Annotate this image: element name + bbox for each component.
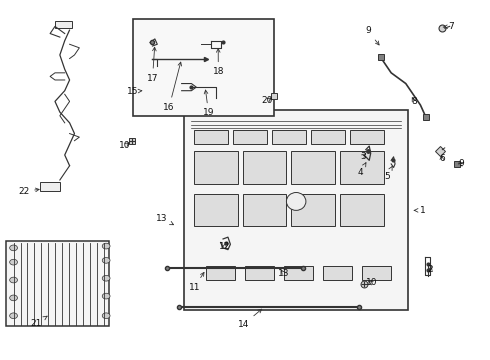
Text: 9: 9 xyxy=(459,159,464,168)
Circle shape xyxy=(10,313,18,319)
Text: 18: 18 xyxy=(213,49,224,76)
Bar xyxy=(291,194,335,226)
Circle shape xyxy=(102,275,110,281)
FancyBboxPatch shape xyxy=(6,241,109,327)
FancyBboxPatch shape xyxy=(133,19,274,116)
Circle shape xyxy=(102,313,110,319)
Text: 10: 10 xyxy=(366,278,377,287)
Bar xyxy=(194,130,228,144)
Bar xyxy=(243,152,287,184)
Bar xyxy=(194,194,238,226)
Text: 3: 3 xyxy=(360,152,366,161)
Text: 7: 7 xyxy=(443,22,454,31)
Circle shape xyxy=(10,259,18,265)
Text: 10: 10 xyxy=(119,141,130,150)
Text: 2: 2 xyxy=(428,265,433,274)
Text: 21: 21 xyxy=(30,316,47,328)
Text: 13: 13 xyxy=(155,214,173,225)
Circle shape xyxy=(10,277,18,283)
FancyBboxPatch shape xyxy=(184,111,408,310)
Bar xyxy=(340,152,384,184)
Bar xyxy=(311,130,345,144)
Circle shape xyxy=(102,257,110,263)
Text: 1: 1 xyxy=(415,206,426,215)
Text: 4: 4 xyxy=(357,163,366,177)
Text: 22: 22 xyxy=(18,187,39,196)
Text: 20: 20 xyxy=(261,96,273,105)
Text: 19: 19 xyxy=(203,90,214,117)
Circle shape xyxy=(102,293,110,299)
Bar xyxy=(340,194,384,226)
Bar xyxy=(245,266,274,280)
Text: 11: 11 xyxy=(189,273,204,292)
Text: 17: 17 xyxy=(147,47,158,83)
Bar xyxy=(233,130,267,144)
Bar xyxy=(55,21,72,28)
Text: 14: 14 xyxy=(238,309,262,329)
Bar xyxy=(206,266,235,280)
Circle shape xyxy=(102,243,110,249)
Text: 6: 6 xyxy=(439,154,444,163)
Bar xyxy=(291,152,335,184)
Text: 9: 9 xyxy=(365,26,379,45)
Text: 8: 8 xyxy=(411,97,417,106)
Text: 5: 5 xyxy=(384,166,392,181)
Bar xyxy=(272,130,306,144)
Ellipse shape xyxy=(287,193,306,210)
Text: 15: 15 xyxy=(127,87,142,96)
Circle shape xyxy=(10,295,18,301)
Circle shape xyxy=(10,245,18,251)
Text: 16: 16 xyxy=(163,62,182,112)
Bar xyxy=(243,194,287,226)
Text: 12: 12 xyxy=(219,242,231,251)
Bar xyxy=(350,130,384,144)
Bar xyxy=(194,152,238,184)
Bar xyxy=(40,182,60,191)
Text: 13: 13 xyxy=(278,269,290,278)
Bar xyxy=(362,266,391,280)
Bar xyxy=(323,266,352,280)
Bar xyxy=(284,266,313,280)
